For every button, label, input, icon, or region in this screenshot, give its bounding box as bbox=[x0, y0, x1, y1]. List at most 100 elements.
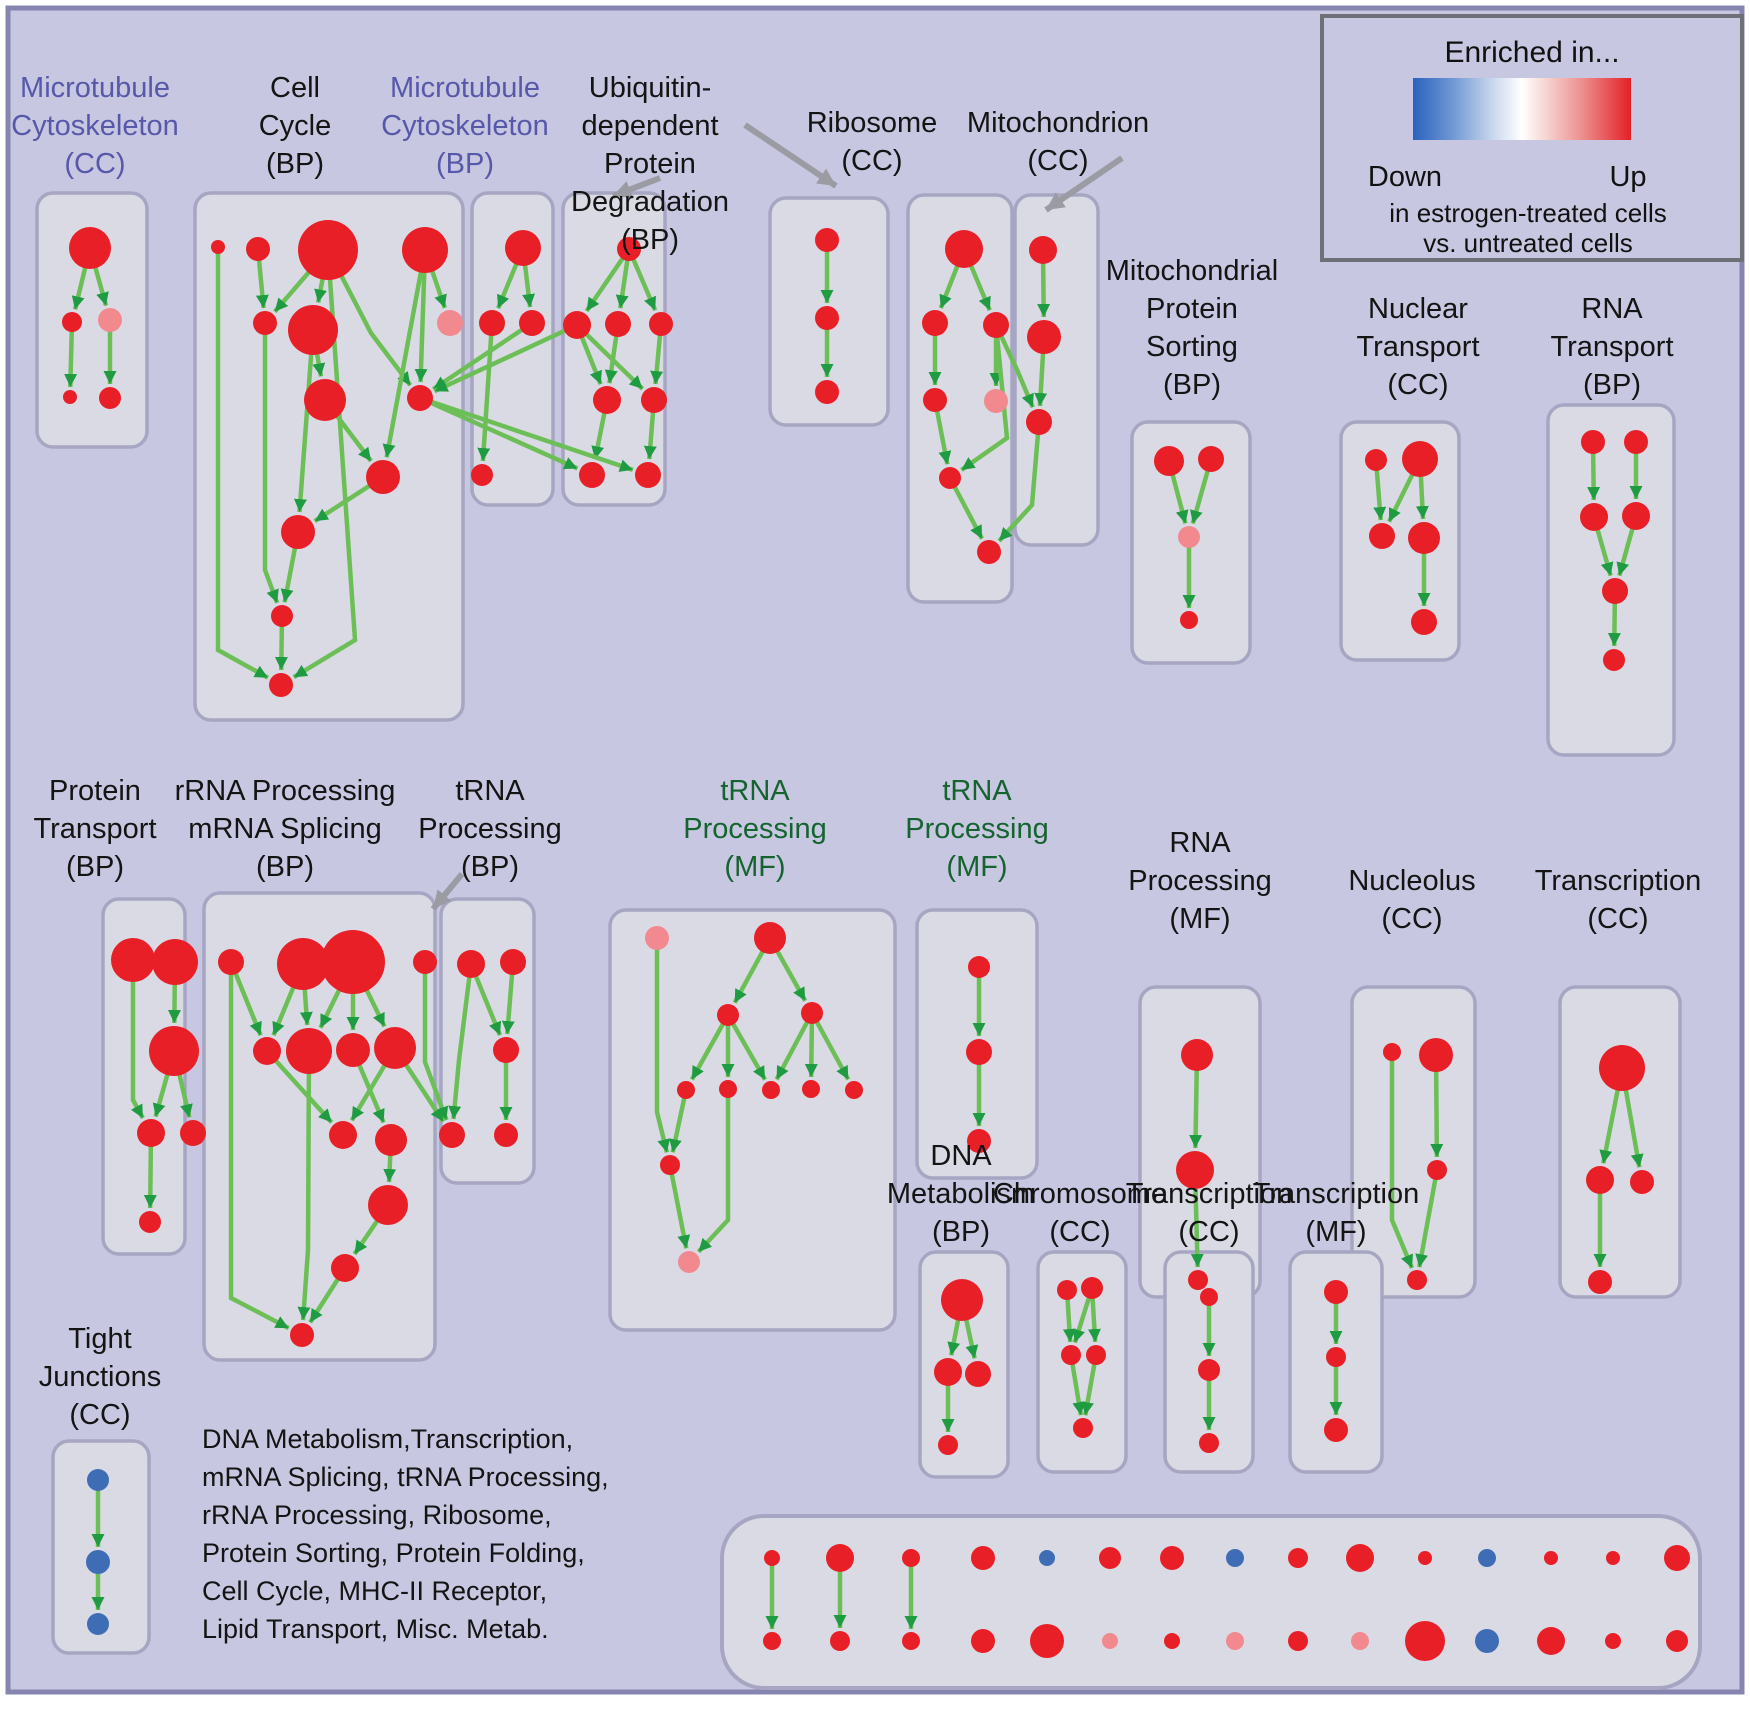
cluster-label-nuclear-transport: Nuclear Transport (CC) bbox=[1356, 293, 1479, 401]
layer-nodes bbox=[62, 220, 1690, 1661]
node-rrna-n11 bbox=[368, 1185, 408, 1225]
misc-clusters-text-line-0: DNA Metabolism,Transcription, bbox=[202, 1424, 573, 1454]
cluster-box-nuclear-transport bbox=[1339, 420, 1461, 662]
node-ubiquitin-1-r4r bbox=[635, 462, 661, 488]
node-cell-cycle-f bbox=[288, 305, 338, 355]
node-trna-mf-1-b1 bbox=[677, 1081, 695, 1099]
node-cell-cycle-c bbox=[298, 220, 358, 280]
node-dna-metabolism-ml bbox=[934, 1358, 962, 1386]
edge-nucleolus bbox=[1389, 1052, 1415, 1269]
cluster-label-line: (CC) bbox=[1387, 369, 1448, 401]
strip-node-bottom-1 bbox=[830, 1631, 850, 1651]
node-cell-cycle-j bbox=[366, 460, 400, 494]
node-rna-transport-mr bbox=[1622, 502, 1650, 530]
node-trna-mf-2-c3 bbox=[967, 1129, 991, 1153]
node-ribosome-pk bbox=[984, 389, 1008, 413]
node-nuclear-transport-ml bbox=[1369, 523, 1395, 549]
node-chromosome-ml bbox=[1061, 1345, 1081, 1365]
legend-subtitle-line2: vs. untreated cells bbox=[1423, 228, 1633, 258]
node-microtubule-bp-b bbox=[471, 464, 493, 486]
node-trna-bp-tl bbox=[457, 950, 485, 978]
cluster-label-microtubule-bp: Microtubule Cytoskeleton (BP) bbox=[381, 72, 549, 180]
cluster-label-line: tRNA bbox=[942, 775, 1012, 807]
strip-node-bottom-7 bbox=[1226, 1632, 1244, 1650]
node-mitochondrion-l bbox=[1026, 409, 1052, 435]
cluster-label-mps: Mitochondrial Protein Sorting (BP) bbox=[1106, 255, 1278, 401]
legend: Enriched in... Down Up in estrogen-treat… bbox=[1320, 14, 1744, 262]
legend-up-label: Up bbox=[1609, 161, 1646, 193]
node-trna-mf-1-lo bbox=[660, 1155, 680, 1175]
node-microtubule-cc-t bbox=[69, 227, 111, 269]
cross-edge bbox=[433, 322, 578, 394]
cluster-label-line: (MF) bbox=[1169, 903, 1230, 935]
node-rrna-n5 bbox=[253, 1037, 281, 1065]
strip-node-top-13 bbox=[1606, 1551, 1620, 1565]
node-microtubule-cc-bl bbox=[63, 390, 77, 404]
cluster-box-chromosome bbox=[1036, 1250, 1128, 1474]
cluster-label-line: Ubiquitin- bbox=[589, 72, 712, 104]
strip-node-bottom-4 bbox=[1030, 1624, 1064, 1658]
cluster-label-line: Ribosome bbox=[807, 107, 938, 139]
cluster-label-line: (BP) bbox=[256, 851, 314, 883]
cluster-label-line: Transcription bbox=[1535, 865, 1702, 897]
edge-nucleolus bbox=[1430, 1054, 1444, 1158]
node-ribosome-ml2 bbox=[923, 388, 947, 412]
node-trna-mf-1-mr bbox=[801, 1002, 823, 1024]
edge-microtubule-bp bbox=[477, 322, 495, 462]
edge-trna-mf-1 bbox=[689, 1013, 730, 1081]
node-transcription-cc-mid-b bbox=[1588, 1270, 1612, 1294]
cluster-label-ribosome: Ribosome (CC) bbox=[807, 107, 938, 177]
edge-rrna bbox=[228, 962, 290, 1331]
legend-down-label: Down bbox=[1368, 161, 1442, 193]
node-ubiquitin-1-r2r bbox=[649, 312, 673, 336]
strip-node-top-7 bbox=[1226, 1549, 1244, 1567]
node-trna-bp-md bbox=[493, 1037, 519, 1063]
cluster-label-dna-metabolism: DNA Metabolism (BP) bbox=[887, 1140, 1035, 1248]
cluster-label-line: (CC) bbox=[1381, 903, 1442, 935]
cluster-label-line: Mitochondrion bbox=[967, 107, 1149, 139]
misc-clusters-text-line-2: rRNA Processing, Ribosome, bbox=[202, 1500, 552, 1530]
cluster-label-protein-transport: Protein Transport (BP) bbox=[33, 775, 156, 883]
misc-clusters-text-line-3: Protein Sorting, Protein Folding, bbox=[202, 1538, 585, 1568]
node-rrna-n1 bbox=[218, 949, 244, 975]
strip-node-top-10 bbox=[1418, 1551, 1432, 1565]
node-chromosome-tl bbox=[1057, 1280, 1077, 1300]
cross-edge bbox=[422, 962, 449, 1121]
cluster-label-line: (CC) bbox=[1587, 903, 1648, 935]
cluster-box-transcription-cc-mid bbox=[1558, 985, 1682, 1299]
cluster-label-ubiquitin-label: Ubiquitin-dependent Protein Degradation (BP… bbox=[571, 72, 729, 256]
cluster-label-line: (MF) bbox=[724, 851, 785, 883]
cluster-label-line: (CC) bbox=[1049, 1216, 1110, 1248]
cluster-label-transcription-cc-bot: Transcription (CC) bbox=[1126, 1178, 1293, 1248]
cluster-label-line: Processing bbox=[1128, 865, 1271, 897]
misc-clusters-text-line-1: mRNA Splicing, tRNA Processing, bbox=[202, 1462, 609, 1492]
node-rrna-n12 bbox=[290, 1323, 314, 1347]
label-pointer-arrow-3 bbox=[430, 872, 465, 911]
cluster-label-line: (BP) bbox=[66, 851, 124, 883]
cluster-label-line: Tight bbox=[68, 1323, 131, 1355]
cross-edge bbox=[997, 421, 1042, 543]
cluster-label-line: Mitochondrial bbox=[1106, 255, 1278, 287]
cluster-label-line: Protein bbox=[604, 148, 696, 180]
strip-node-bottom-0 bbox=[763, 1632, 781, 1650]
cluster-label-line: Processing bbox=[683, 813, 826, 845]
misc-clusters-text-line-5: Lipid Transport, Misc. Metab. bbox=[202, 1614, 549, 1644]
cluster-label-line: (BP) bbox=[1163, 369, 1221, 401]
node-cell-cycle-d bbox=[402, 227, 448, 273]
node-ubiquitin-1-r3r bbox=[641, 387, 667, 413]
strip-node-top-2 bbox=[902, 1549, 920, 1567]
node-rrna-n8 bbox=[374, 1027, 416, 1069]
edge-ubiquitin-1 bbox=[575, 323, 645, 391]
cluster-box-tight-junctions bbox=[51, 1439, 151, 1655]
edge-trna-mf-1 bbox=[654, 938, 671, 1153]
cluster-label-line: Transport bbox=[1356, 331, 1479, 363]
cluster-label-line: Protein bbox=[49, 775, 141, 807]
strip-node-bottom-11 bbox=[1475, 1629, 1499, 1653]
misc-clusters-text-line-4: Cell Cycle, MHC-II Receptor, bbox=[202, 1576, 547, 1606]
edge-rrna bbox=[297, 1050, 312, 1321]
cluster-label-line: (CC) bbox=[1027, 145, 1088, 177]
strip-node-top-1 bbox=[826, 1544, 854, 1572]
cluster-label-line: mRNA Splicing bbox=[188, 813, 381, 845]
node-ubiquitin-2-c3 bbox=[815, 380, 839, 404]
